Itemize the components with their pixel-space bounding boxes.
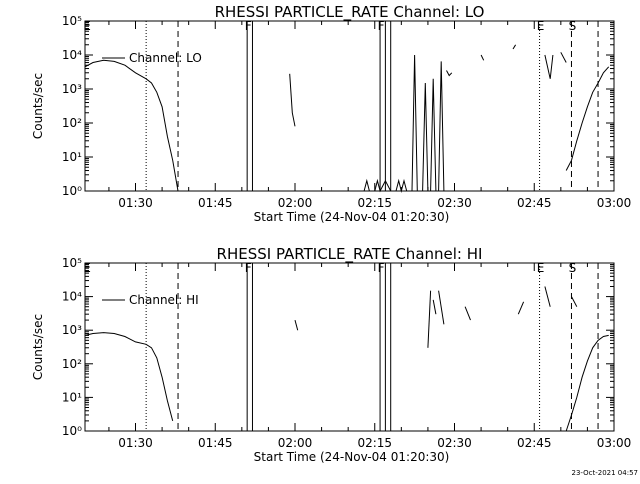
y-tick-label: 10³: [62, 82, 82, 96]
x-tick-label: 03:00: [597, 436, 632, 450]
y-axis-label: Counts/sec: [31, 73, 45, 139]
series-segment: [427, 290, 432, 348]
y-tick-label: 10⁴: [62, 290, 82, 304]
series-segment: [512, 44, 517, 50]
series-segment: [560, 52, 567, 63]
y-tick-label: 10⁰: [62, 424, 82, 438]
marker-label: F: [245, 19, 252, 33]
series-segment: [395, 178, 408, 193]
series-segment: [571, 296, 578, 307]
series-segment: [464, 306, 471, 321]
series-segment: [294, 319, 299, 331]
timestamp-stamp: 23-Oct-2021 04:57: [572, 469, 638, 477]
x-tick-label: 01:45: [198, 436, 233, 450]
plot-frame: [84, 20, 615, 192]
series-segment: [84, 59, 179, 192]
series-segment: [422, 82, 429, 192]
chart-title: RHESSI PARTICLE_RATE Channel: HI: [217, 245, 483, 264]
x-tick-label: 01:45: [198, 196, 233, 210]
x-tick-label: 02:00: [278, 436, 313, 450]
series-segment: [480, 54, 485, 61]
chart-title: RHESSI PARTICLE_RATE Channel: LO: [215, 3, 485, 22]
series-segment: [289, 73, 296, 127]
y-tick-label: 10²: [62, 116, 82, 130]
marker-label: E: [537, 19, 545, 33]
series-segment: [544, 54, 554, 79]
panel-lo: RHESSI PARTICLE_RATE Channel: LO 01:30 01:…: [31, 3, 631, 224]
y-tick-label: 10⁵: [62, 14, 82, 28]
y-tick-label: 10⁴: [62, 48, 82, 62]
x-tick-label: 01:30: [118, 436, 153, 450]
series-segment: [544, 286, 551, 307]
x-tick-label: 02:45: [517, 196, 552, 210]
x-tick-label: 02:30: [437, 196, 472, 210]
y-tick-label: 10³: [62, 323, 82, 337]
marker-label: F: [378, 261, 385, 275]
x-axis-label: Start Time (24-Nov-04 01:20:30): [254, 210, 450, 224]
x-tick-label: 02:45: [517, 436, 552, 450]
series-segment: [446, 70, 453, 77]
marker-label: F: [378, 19, 385, 33]
marker-label: E: [83, 261, 91, 275]
marker-label: S: [569, 261, 577, 275]
series-segment: [432, 299, 437, 315]
series-segment: [363, 178, 370, 192]
y-axis-label: Counts/sec: [31, 314, 45, 380]
x-tick-label: 02:15: [357, 196, 392, 210]
marker-label: E: [83, 19, 91, 33]
plot-frame: [84, 262, 615, 432]
legend-label: Channel: HI: [129, 293, 199, 307]
series-segment: [565, 334, 609, 432]
x-tick-label: 02:30: [437, 436, 472, 450]
x-tick-label: 02:15: [357, 436, 392, 450]
x-tick-label: 02:00: [278, 196, 313, 210]
x-tick-label: 03:00: [597, 196, 632, 210]
series-segment: [565, 66, 610, 171]
y-tick-label: 10²: [62, 357, 82, 371]
y-tick-label: 10⁵: [62, 256, 82, 270]
series-segment: [84, 332, 174, 422]
x-axis-label: Start Time (24-Nov-04 01:20:30): [254, 450, 450, 464]
series-segment: [517, 301, 525, 315]
series-segment: [411, 54, 418, 192]
marker-label: E: [537, 261, 545, 275]
legend-label: Channel: LO: [129, 51, 202, 65]
marker-label: S: [569, 19, 577, 33]
y-tick-label: 10¹: [62, 150, 82, 164]
panel-hi: RHESSI PARTICLE_RATE Channel: HI 01:30 01:…: [31, 245, 631, 464]
x-tick-label: 01:30: [118, 196, 153, 210]
marker-label: F: [245, 261, 252, 275]
series-segment: [430, 78, 437, 192]
series-segment: [438, 290, 445, 325]
y-tick-label: 10¹: [62, 390, 82, 404]
y-tick-label: 10⁰: [62, 184, 82, 198]
series-segment: [438, 61, 445, 192]
series-segment: [374, 178, 392, 193]
